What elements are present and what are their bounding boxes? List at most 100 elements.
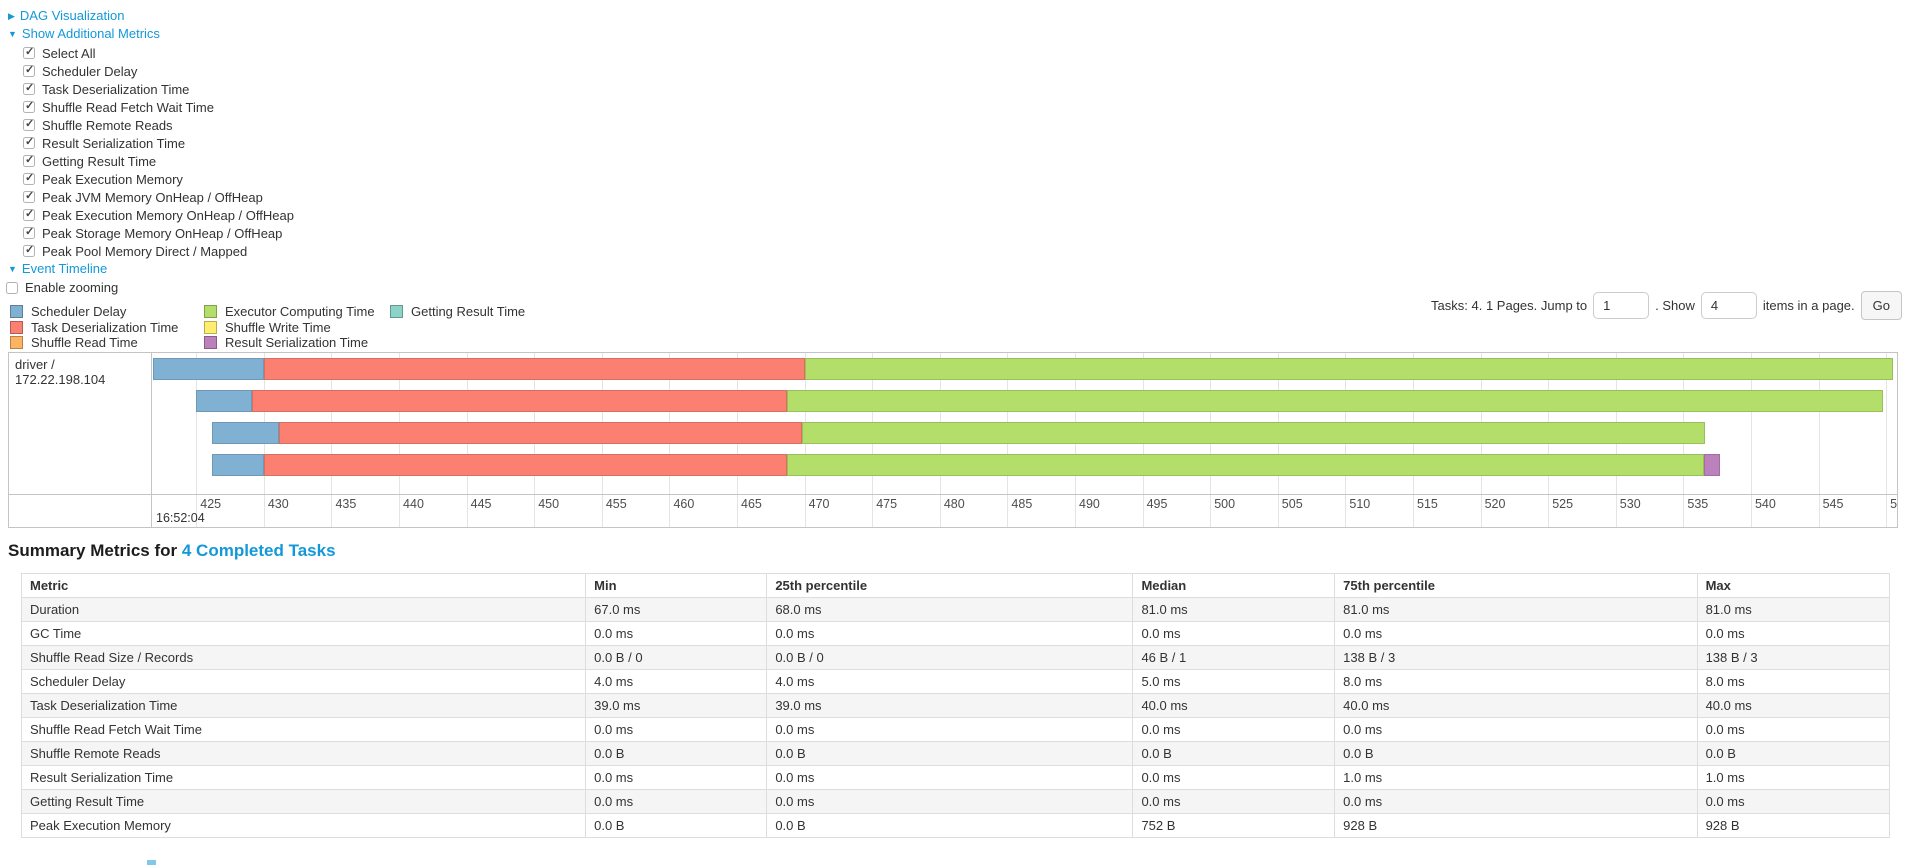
go-button[interactable]: Go xyxy=(1860,290,1902,320)
axis-tick-label: 485 xyxy=(1011,497,1033,511)
metric-checkbox-row[interactable]: Peak Pool Memory Direct / Mapped xyxy=(23,242,294,260)
metric-name-cell: Task Deserialization Time xyxy=(20,693,587,718)
show-additional-metrics-toggle[interactable]: ▼ Show Additional Metrics xyxy=(8,26,160,42)
metric-checkbox-row[interactable]: Result Serialization Time xyxy=(23,134,294,152)
column-header: 75th percentile xyxy=(1334,573,1698,598)
table-row: Shuffle Remote Reads 0.0 B 0.0 B 0.0 B 0.0 B… xyxy=(20,741,1891,766)
metric-checkbox-label: Peak Pool Memory Direct / Mapped xyxy=(42,243,248,259)
metric-checkbox[interactable] xyxy=(23,64,35,77)
task-bar-segment-scheduler_delay[interactable] xyxy=(212,454,264,476)
metric-checkbox[interactable] xyxy=(23,208,35,221)
metric-value-cell: 0.0 ms xyxy=(766,789,1134,814)
metric-value-cell: 0.0 B xyxy=(585,813,768,838)
metric-checkbox-row[interactable]: Peak Storage Memory OnHeap / OffHeap xyxy=(23,224,294,242)
completed-tasks-link[interactable]: 4 Completed Tasks xyxy=(181,541,336,560)
timeline-plot-area: 425 430 435 440 445 450 455 460 465 470 475 480 485 4… xyxy=(153,353,1897,527)
metric-checkbox[interactable] xyxy=(23,136,35,149)
event-timeline-toggle[interactable]: ▼ Event Timeline xyxy=(8,261,107,277)
metric-checkbox[interactable] xyxy=(23,226,35,239)
metric-checkbox-row[interactable]: Peak Execution Memory OnHeap / OffHeap xyxy=(23,206,294,224)
metric-value-cell: 928 B xyxy=(1696,813,1891,838)
metric-checkbox[interactable] xyxy=(23,172,35,185)
metric-value-cell: 40.0 ms xyxy=(1132,693,1336,718)
task-bar-segment-deserialization[interactable] xyxy=(263,358,805,380)
metric-name-cell: Result Serialization Time xyxy=(20,765,587,790)
metric-checkbox-label: Shuffle Remote Reads xyxy=(42,117,173,133)
metric-checkbox[interactable] xyxy=(23,82,35,95)
deserialization-swatch-icon xyxy=(10,320,23,334)
clipped-content-fragment xyxy=(147,860,156,865)
metric-checkbox-row[interactable]: Scheduler Delay xyxy=(23,62,294,80)
metric-checkbox-row[interactable]: Shuffle Remote Reads xyxy=(23,116,294,134)
metric-checkbox-label: Peak Execution Memory xyxy=(42,171,183,187)
task-bar-segment-deserialization[interactable] xyxy=(278,422,802,444)
metric-checkbox-row[interactable]: Shuffle Read Fetch Wait Time xyxy=(23,98,294,116)
legend-label: Shuffle Read Time xyxy=(31,335,138,351)
task-bar-segment-deserialization[interactable] xyxy=(263,454,788,476)
axis-tick-label: 440 xyxy=(403,497,424,511)
metric-checkbox-label: Peak JVM Memory OnHeap / OffHeap xyxy=(42,189,263,205)
axis-tick-label: 535 xyxy=(1687,497,1709,511)
legend-item-result_serialization: Result Serialization Time xyxy=(204,335,375,351)
table-row: Result Serialization Time 0.0 ms 0.0 ms 0.0… xyxy=(20,765,1891,790)
task-bar-segment-scheduler_delay[interactable] xyxy=(212,422,279,444)
enable-zooming-checkbox[interactable] xyxy=(6,281,18,294)
shuffle_write-swatch-icon xyxy=(204,320,217,334)
metric-checkbox[interactable] xyxy=(23,118,35,131)
legend-item-scheduler_delay: Scheduler Delay xyxy=(10,304,178,320)
enable-zooming-row[interactable]: Enable zooming xyxy=(6,279,118,296)
metric-checkbox[interactable] xyxy=(23,46,35,59)
metric-checkbox[interactable] xyxy=(23,154,35,167)
metric-checkbox-label: Getting Result Time xyxy=(42,153,157,169)
task-bar-segment-executor_computing[interactable] xyxy=(801,422,1706,444)
gridline xyxy=(196,353,198,527)
dag-visualization-toggle[interactable]: ▶ DAG Visualization xyxy=(8,8,124,24)
metric-value-cell: 0.0 ms xyxy=(766,765,1134,790)
metric-value-cell: 0.0 ms xyxy=(766,717,1134,742)
task-bar-segment-executor_computing[interactable] xyxy=(804,358,1893,380)
metric-checkbox-row[interactable]: Task Deserialization Time xyxy=(23,80,294,98)
task-bar-segment-scheduler_delay[interactable] xyxy=(153,358,264,380)
metric-name-cell: Duration xyxy=(20,597,587,622)
metric-value-cell: 0.0 B xyxy=(1334,741,1698,766)
metric-value-cell: 0.0 ms xyxy=(1132,789,1336,814)
legend-item-shuffle_read: Shuffle Read Time xyxy=(10,335,178,351)
metric-checkbox-label: Select All xyxy=(42,45,96,61)
task-bar-segment-executor_computing[interactable] xyxy=(787,390,1884,412)
axis-tick-label: 455 xyxy=(605,497,627,511)
metric-value-cell: 81.0 ms xyxy=(1696,597,1891,622)
task-bar-segment-result_serialization[interactable] xyxy=(1703,454,1720,476)
metric-value-cell: 81.0 ms xyxy=(1334,597,1698,622)
metric-value-cell: 1.0 ms xyxy=(1696,765,1891,790)
axis-tick-label: 460 xyxy=(673,497,695,511)
items-per-page-input[interactable] xyxy=(1700,291,1757,319)
chevron-down-icon: ▼ xyxy=(8,29,17,39)
metric-checkbox-row[interactable]: Peak JVM Memory OnHeap / OffHeap xyxy=(23,188,294,206)
table-row: GC Time 0.0 ms 0.0 ms 0.0 ms 0.0 ms 0.0 ms xyxy=(20,621,1891,646)
metric-checkbox-label: Scheduler Delay xyxy=(42,63,138,79)
metric-value-cell: 39.0 ms xyxy=(766,693,1134,718)
metric-checkbox[interactable] xyxy=(23,100,35,113)
metric-checkbox-row[interactable]: Peak Execution Memory xyxy=(23,170,294,188)
metric-checkbox[interactable] xyxy=(23,244,35,257)
metric-value-cell: 0.0 ms xyxy=(1132,765,1336,790)
metric-value-cell: 4.0 ms xyxy=(766,669,1134,694)
axis-tick-label: 495 xyxy=(1146,497,1168,511)
jump-to-page-input[interactable] xyxy=(1593,291,1650,319)
metric-value-cell: 0.0 ms xyxy=(766,621,1134,646)
table-row: Peak Execution Memory 0.0 B 0.0 B 752 B 928 … xyxy=(20,813,1891,838)
metric-value-cell: 0.0 ms xyxy=(1334,789,1698,814)
task-bar-segment-executor_computing[interactable] xyxy=(787,454,1704,476)
table-row: Duration 67.0 ms 68.0 ms 81.0 ms 81.0 ms 81.0… xyxy=(20,597,1891,622)
axis-tick-label: 425 xyxy=(200,497,222,511)
table-row: Getting Result Time 0.0 ms 0.0 ms 0.0 ms 0.0… xyxy=(20,789,1891,814)
task-bar-segment-scheduler_delay[interactable] xyxy=(196,390,252,412)
legend-item-executor_computing: Executor Computing Time xyxy=(204,304,375,320)
metric-checkbox-row[interactable]: Select All xyxy=(23,44,294,62)
metric-value-cell: 0.0 ms xyxy=(1696,621,1891,646)
legend-label: Getting Result Time xyxy=(411,304,526,320)
task-bar-segment-deserialization[interactable] xyxy=(251,390,788,412)
show-additional-metrics-label: Show Additional Metrics xyxy=(21,26,160,41)
metric-checkbox[interactable] xyxy=(23,190,35,203)
metric-checkbox-row[interactable]: Getting Result Time xyxy=(23,152,294,170)
